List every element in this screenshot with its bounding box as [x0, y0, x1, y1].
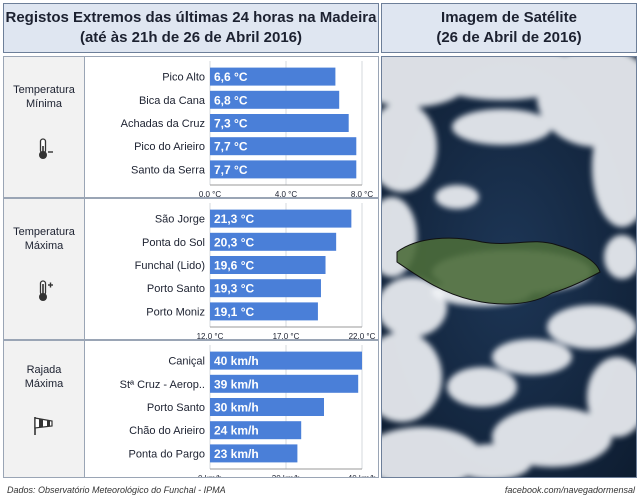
- bar-value-label: 20,3 °C: [214, 235, 254, 249]
- bar-value-label: 24 km/h: [214, 424, 259, 438]
- bar-value-label: 19,1 °C: [214, 305, 254, 319]
- windsock-icon: [34, 417, 53, 435]
- tick-label: 22,0 °C: [349, 332, 376, 339]
- min-temp-label-column: Temperatura Mínima: [4, 57, 85, 197]
- left-header-title: Registos Extremos das últimas 24 horas n…: [5, 9, 377, 26]
- satellite-picture: [382, 57, 636, 477]
- bar: [210, 279, 321, 298]
- bar: [210, 114, 349, 132]
- max-temp-label-column: Temperatura Máxima: [4, 199, 85, 339]
- category-label: Porto Moniz: [146, 306, 205, 318]
- bar: [210, 67, 336, 86]
- min-temp-chart: Pico Alto 6,6 °C Bica da Cana 6,8 °C Achadas…: [121, 61, 374, 199]
- right-header-subtitle: (26 de Abril de 2016): [436, 29, 582, 46]
- gust-label-line1: Rajada: [26, 364, 62, 376]
- category-label: Funchal (Lido): [135, 260, 205, 272]
- gust-chart: Caniçal 40 km/h Stª Cruz - Aerop.. 39 km/h P…: [120, 345, 376, 483]
- bar: [210, 160, 357, 179]
- bar: [210, 444, 298, 463]
- bar: [210, 209, 352, 228]
- satellite-image: [381, 56, 637, 478]
- max-temp-label-line2: Máxima: [24, 240, 64, 252]
- category-label: Ponta do Sol: [142, 237, 205, 249]
- gust-label-column: Rajada Máxima: [4, 341, 85, 477]
- data-source: Dados: Observatório Meteorológico do Fun…: [7, 485, 226, 495]
- bar-value-label: 6,6 °C: [214, 70, 248, 84]
- right-header: Imagem de Satélite (26 de Abril de 2016): [381, 3, 637, 53]
- tick-label: 20 km/h: [272, 474, 300, 477]
- left-header: Registos Extremos das últimas 24 horas n…: [3, 3, 379, 53]
- bar: [210, 374, 359, 393]
- tick-label: 0 km/h: [198, 474, 222, 477]
- category-label: Chão do Arieiro: [129, 425, 205, 437]
- bar-value-label: 23 km/h: [214, 447, 259, 461]
- category-label: Porto Santo: [147, 283, 205, 295]
- category-label: Santo da Serra: [131, 164, 206, 176]
- left-header-subtitle: (até às 21h de 26 de Abril 2016): [79, 29, 303, 46]
- min-temp-label-line2: Mínima: [25, 98, 63, 110]
- credit-link[interactable]: facebook.com/navegadormensal: [504, 485, 635, 495]
- category-label: Stª Cruz - Aerop..: [120, 379, 205, 391]
- bar: [210, 90, 340, 109]
- category-label: Achadas da Cruz: [121, 118, 205, 130]
- bar-value-label: 19,6 °C: [214, 259, 254, 273]
- bar-value-label: 39 km/h: [214, 377, 259, 391]
- bar: [210, 421, 302, 440]
- bar-value-label: 7,7 °C: [214, 140, 248, 154]
- bar: [210, 302, 318, 321]
- bar-value-label: 30 km/h: [214, 401, 259, 415]
- bar-value-label: 21,3 °C: [214, 212, 254, 226]
- gust-plot: Caniçal 40 km/h Stª Cruz - Aerop.. 39 km/h P…: [86, 341, 378, 483]
- max-temp-plot: São Jorge 21,3 °C Ponta do Sol 20,3 °C Funch…: [86, 199, 378, 341]
- tick-label: 17,0 °C: [273, 332, 300, 339]
- tick-label: 0,0 °C: [199, 190, 222, 197]
- bar-value-label: 40 km/h: [214, 354, 259, 368]
- bar-value-label: 6,8 °C: [214, 93, 248, 107]
- category-label: Bica da Cana: [139, 95, 206, 107]
- category-label: Caniçal: [168, 356, 205, 368]
- gust-panel: Rajada Máxima Caniçal 40 km/h Stª Cruz - A…: [3, 340, 379, 483]
- category-label: Pico Alto: [162, 72, 205, 84]
- max-temp-chart: São Jorge 21,3 °C Ponta do Sol 20,3 °C Funch…: [135, 203, 376, 341]
- tick-label: 4,0 °C: [275, 190, 298, 197]
- right-header-title: Imagem de Satélite: [441, 9, 577, 26]
- tick-label: 12,0 °C: [197, 332, 224, 339]
- tick-label: 40 km/h: [348, 474, 376, 477]
- bar-value-label: 7,3 °C: [214, 117, 248, 131]
- min-temp-panel: Temperatura Mínima Pico Alto 6,6 °C Bica d…: [3, 56, 379, 199]
- min-temp-label-line1: Temperatura: [13, 84, 75, 96]
- bar: [210, 351, 362, 370]
- min-temp-plot: Pico Alto 6,6 °C Bica da Cana 6,8 °C Achadas…: [86, 57, 378, 199]
- category-label: São Jorge: [155, 214, 205, 226]
- category-label: Porto Santo: [147, 402, 205, 414]
- bar: [210, 232, 337, 251]
- category-label: Ponta do Pargo: [129, 448, 205, 460]
- thermometer-minus-icon: [39, 138, 53, 159]
- bar-value-label: 7,7 °C: [214, 163, 248, 177]
- gust-label-line2: Máxima: [24, 378, 64, 390]
- bar: [210, 256, 326, 274]
- bar: [210, 137, 357, 156]
- bar-value-label: 19,3 °C: [214, 282, 254, 296]
- thermometer-plus-icon: [39, 280, 53, 301]
- footer: Dados: Observatório Meteorológico do Fun…: [3, 480, 637, 501]
- max-temp-label-line1: Temperatura: [13, 226, 75, 238]
- category-label: Pico do Arieiro: [134, 141, 205, 153]
- max-temp-panel: Temperatura Máxima São Jorge 21,3 °C Ponta…: [3, 198, 379, 341]
- tick-label: 8,0 °C: [351, 190, 374, 197]
- bar: [210, 398, 324, 416]
